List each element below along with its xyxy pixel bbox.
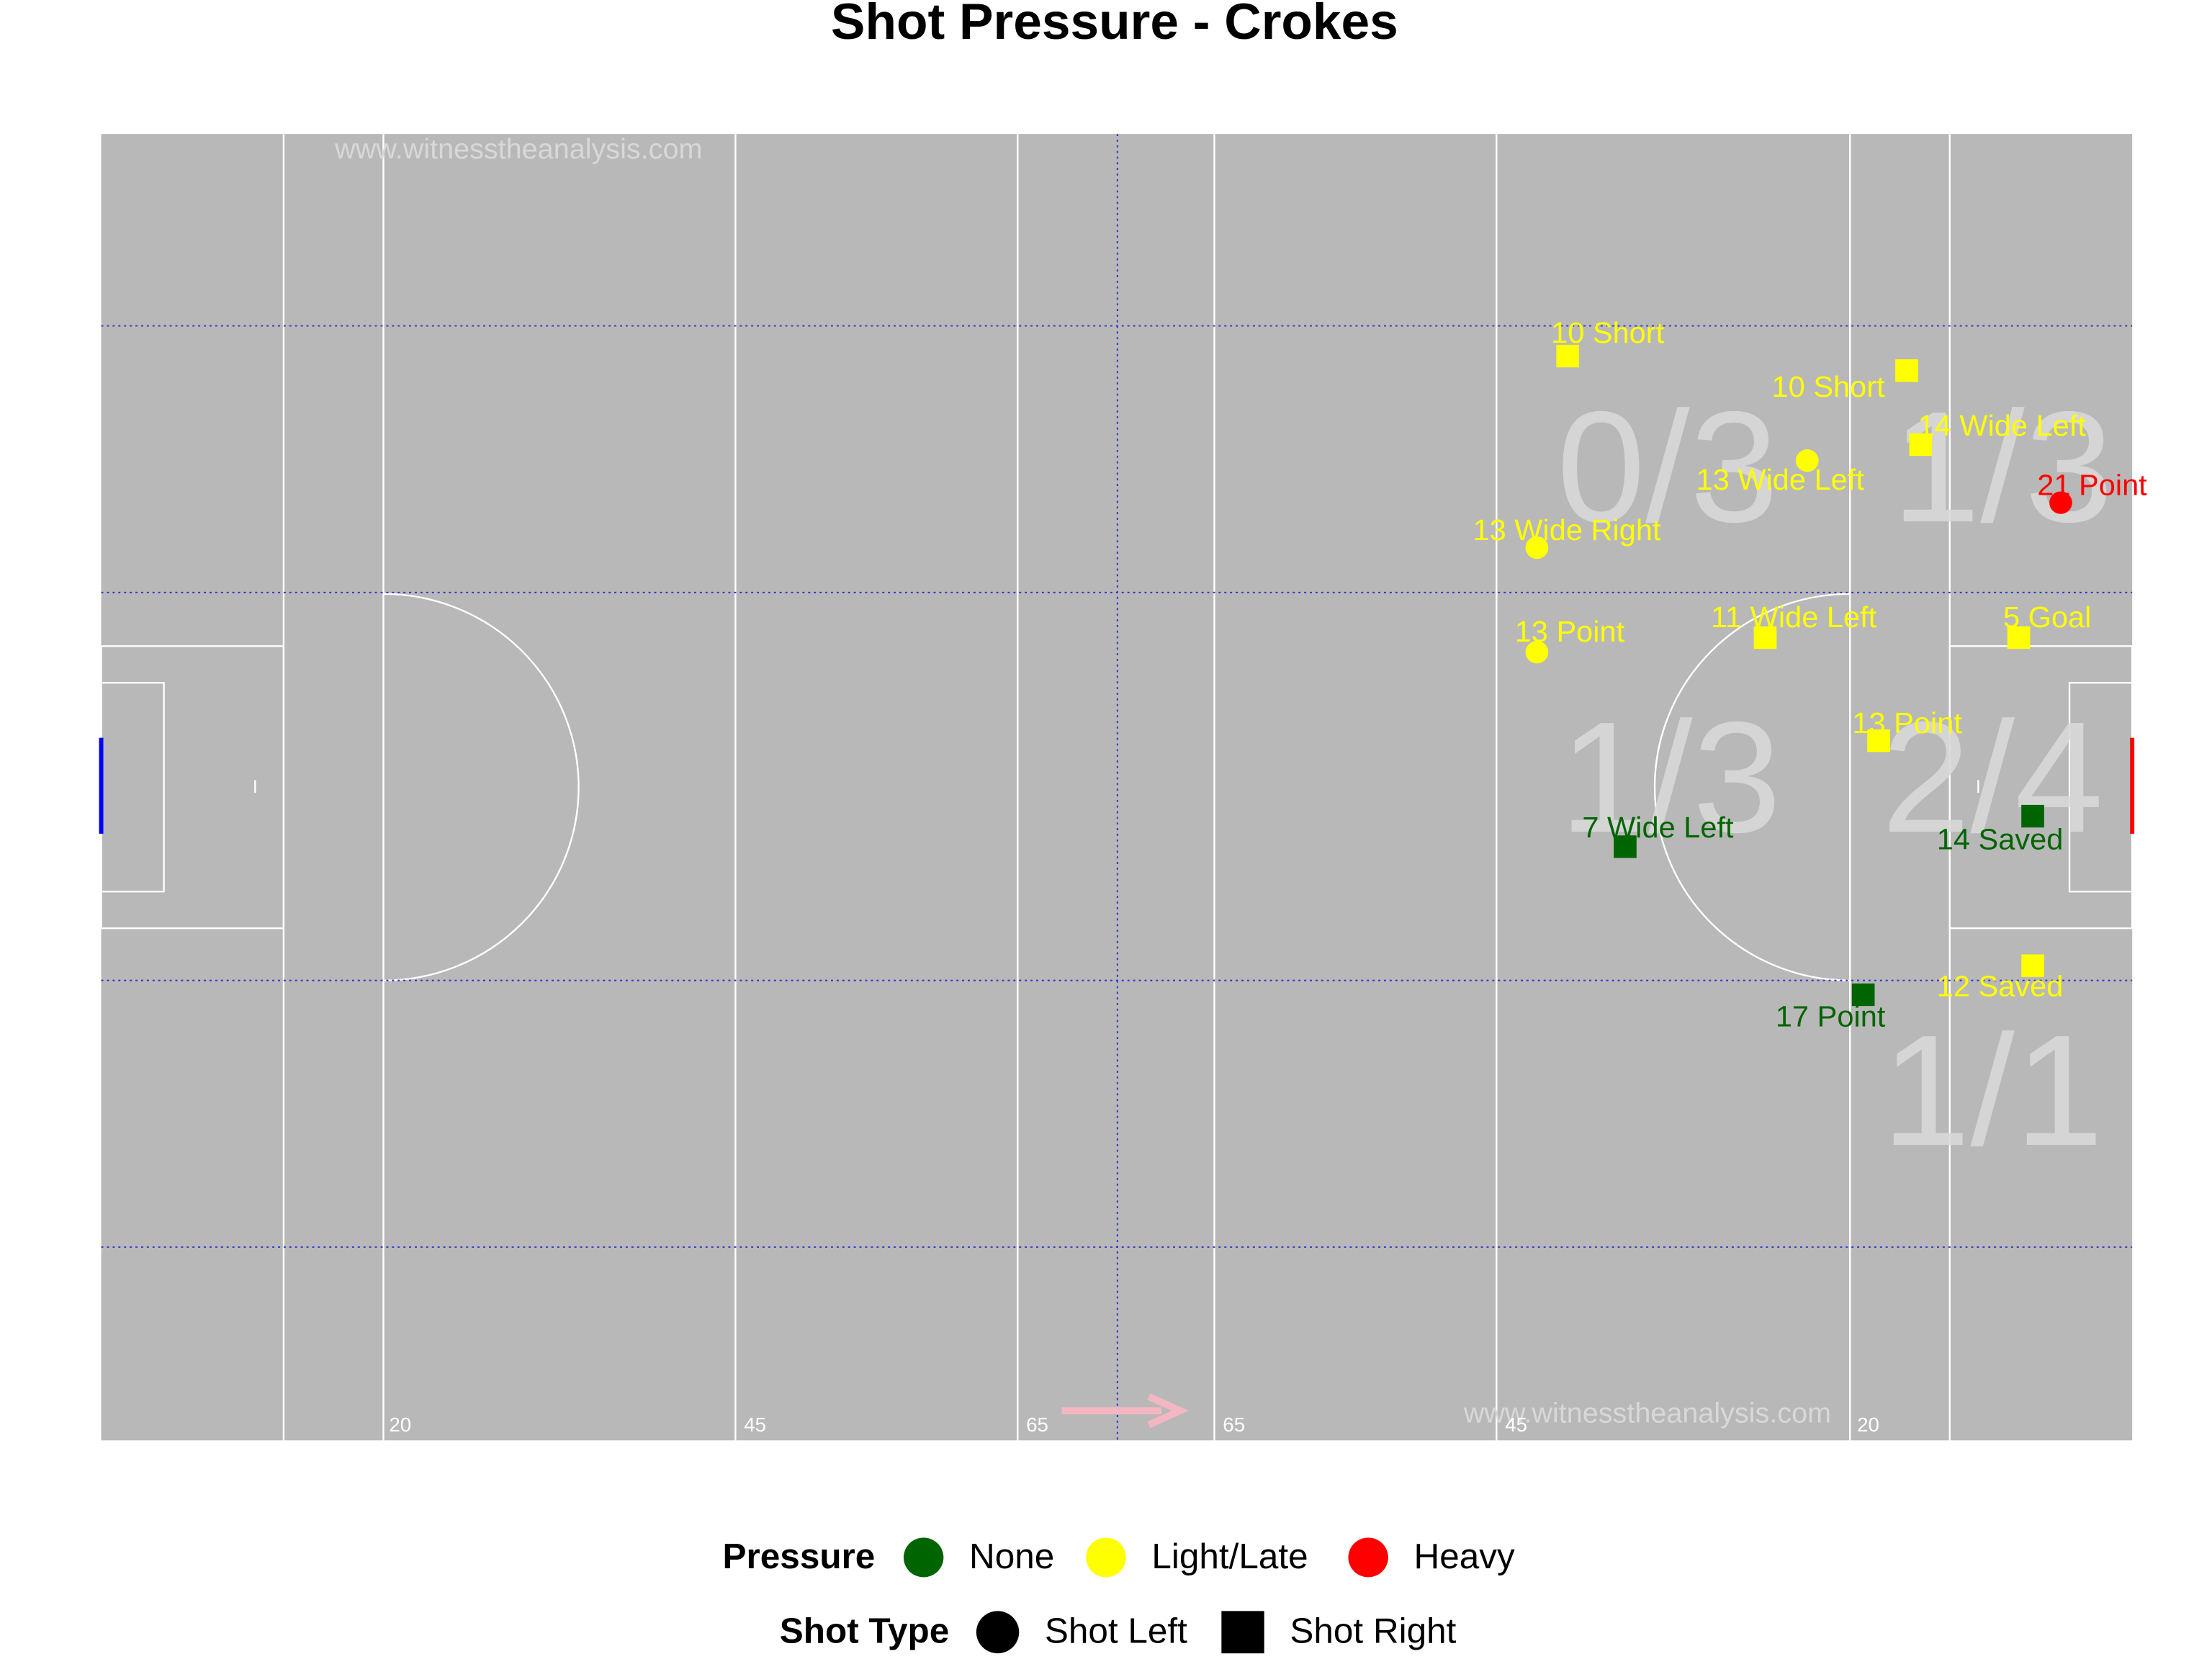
legend-swatch [976,1611,1020,1654]
pitch-marking-label: 45 [1505,1413,1527,1436]
shot-point [1895,359,1918,382]
shot-point [1525,641,1549,664]
pitch-marking-label: 20 [1857,1413,1879,1436]
legend-title: Shot Type [780,1611,949,1651]
shot-point [2049,491,2072,514]
shot-label: 13 Point [1515,615,1625,648]
shot-label: 13 Wide Right [1473,513,1661,547]
shot-label: 5 Goal [2003,601,2091,634]
arc [1653,593,1851,981]
zone-tally: 1/1 [1881,1002,2103,1179]
zone-tally: 1/3 [1560,688,1781,866]
pitch-marking-label: 65 [1223,1413,1245,1436]
legend-swatch [1348,1537,1388,1578]
legend-swatch [903,1537,944,1578]
shot-point [2007,626,2031,649]
pitch-marking-label: 20 [389,1413,411,1436]
shot-point [2021,804,2044,828]
zone-tally: 1/3 [1892,378,2113,555]
shot-label: 10 Short [1551,316,1665,349]
shot-label: 17 Point [1776,1000,1886,1033]
shot-label: 10 Short [1772,370,1886,403]
legend-swatch [1221,1611,1264,1654]
pitch-marking-label: 65 [1026,1413,1048,1436]
direction-arrow [1061,1393,1189,1429]
shot-label: 12 Saved [1937,970,2064,1003]
shot-point [1851,983,1875,1007]
zone-tally: 0/3 [1557,378,1779,555]
shot-label: 14 Saved [1937,823,2064,856]
legend-label: Shot Left [1045,1611,1187,1651]
legend-swatch [1086,1537,1126,1578]
legend-label: Light/Late [1151,1537,1308,1576]
zone-lines [101,134,2133,1441]
shot-label: 13 Wide Left [1696,463,1865,496]
shot-point [1796,449,1819,472]
legend-label: Shot Right [1290,1611,1456,1651]
legend-title: Pressure [723,1537,876,1576]
watermark: www.witnesstheanalysis.com [1463,1398,1831,1429]
shot-label: 21 Point [2037,469,2147,502]
watermark: www.witnesstheanalysis.com [334,133,702,165]
legend-label: None [969,1537,1054,1576]
shot-point [1753,626,1777,649]
shot-point [1525,536,1549,559]
shot-label: 14 Wide Left [1918,409,2087,442]
pitch: www.witnesstheanalysis.com www.witnessth… [99,133,2135,1441]
shot-point [1556,344,1580,368]
arc [383,593,580,981]
shot-label: 13 Point [1852,706,1962,739]
arrow-head [1147,1393,1189,1429]
shot-point [1909,433,1933,457]
chart-title: Shot Pressure - Crokes [831,0,1398,50]
shot-point [2021,954,2044,977]
pitch-marking-label: 45 [744,1413,766,1436]
pitch-surface [101,134,2133,1441]
shot-label: 7 Wide Left [1582,811,1734,844]
shot-point [1867,729,1890,752]
shot-label: 11 Wide Left [1711,601,1877,634]
zone-tally: 2/4 [1881,688,2103,866]
shot-point [1614,835,1637,858]
legend-label: Heavy [1414,1537,1516,1576]
